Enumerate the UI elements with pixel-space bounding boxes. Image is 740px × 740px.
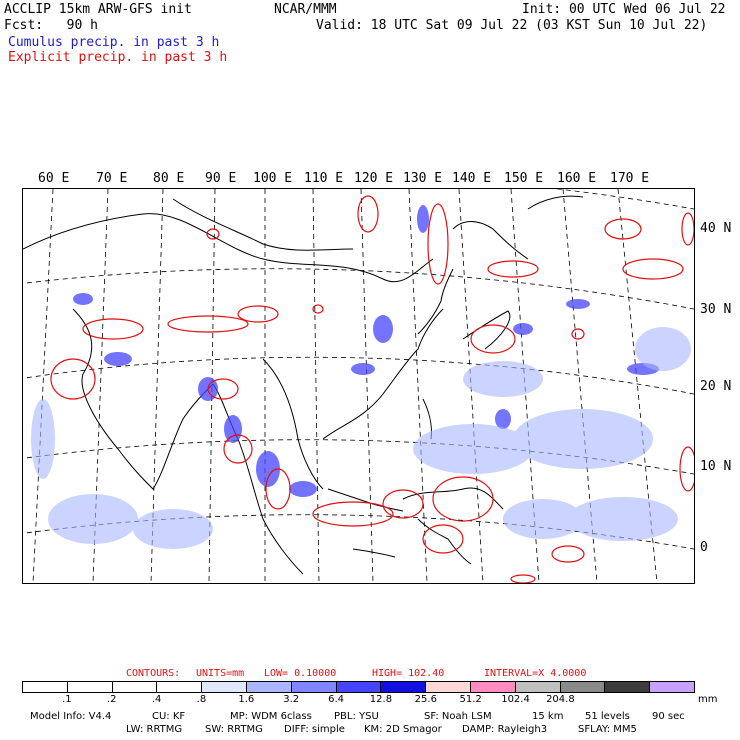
footer-levels: 51 levels [585, 711, 630, 722]
contours-units: UNITS=mm [196, 668, 245, 679]
map-canvas [23, 189, 694, 583]
lon-label: 160 E [557, 171, 597, 186]
init-time: Init: 00 UTC Wed 06 Jul 22 [522, 2, 726, 17]
footer-timestep: 90 sec [652, 711, 685, 722]
colorbar-tick-label: 12.8 [369, 694, 393, 705]
colorbar-tick-label: 25.6 [414, 694, 437, 705]
lat-label: 30 N [700, 302, 732, 317]
lon-label: 130 E [403, 171, 443, 186]
colorbar-cell [381, 682, 427, 692]
lon-label: 110 E [304, 171, 344, 186]
colorbar-cell [202, 682, 247, 692]
footer-sflay: SFLAY: MM5 [578, 724, 637, 735]
contours-low: LOW= 0.10000 [264, 668, 337, 679]
lon-label: 170 E [610, 171, 650, 186]
colorbar-cell [246, 682, 292, 692]
colorbar-cell [67, 682, 113, 692]
footer-damp: DAMP: Rayleigh3 [462, 724, 548, 735]
lon-label: 140 E [452, 171, 492, 186]
cumulus-precip [73, 205, 659, 497]
colorbar-cell [336, 682, 382, 692]
colorbar-tick-label: 6.4 [328, 694, 345, 705]
colorbar-tick-label: 51.2 [459, 694, 482, 705]
color-bar [22, 681, 695, 693]
lon-label: 120 E [354, 171, 394, 186]
colorbar-tick-label: .8 [196, 694, 207, 705]
contours-high: HIGH= 102.40 [372, 668, 445, 679]
valid-time: Valid: 18 UTC Sat 09 Jul 22 (03 KST Sun … [316, 18, 708, 33]
explicit-legend: Explicit precip. in past 3 h [8, 50, 228, 65]
colorbar-tick-label: 102.4 [501, 694, 530, 705]
explicit-precip [50, 195, 694, 583]
colorbar-tick-label: .4 [151, 694, 162, 705]
footer-mp: MP: WDM 6class [230, 711, 312, 722]
forecast-hour: Fcst: 90 h [4, 18, 98, 33]
colorbar-units: mm [698, 694, 718, 705]
cumulus-precip-light [31, 327, 691, 549]
lat-label: 10 N [700, 459, 732, 474]
footer-sw: SW: RRTMG [205, 724, 263, 735]
colorbar-cell [650, 682, 694, 692]
colorbar-cell [426, 682, 471, 692]
lon-label: 80 E [153, 171, 185, 186]
footer-sf: SF: Noah LSM [424, 711, 492, 722]
lat-label: 40 N [700, 221, 732, 236]
colorbar-cell [560, 682, 606, 692]
colorbar-tick-label: 3.2 [283, 694, 300, 705]
colorbar-cell [23, 682, 68, 692]
colorbar-cell [515, 682, 561, 692]
contours-interval: INTERVAL=X 4.0000 [484, 668, 587, 679]
precipitation-map [22, 188, 695, 584]
lon-label: 90 E [205, 171, 237, 186]
colorbar-tick-label: 1.6 [238, 694, 255, 705]
colorbar-tick-label: .2 [106, 694, 117, 705]
org-label: NCAR/MMM [274, 2, 337, 17]
footer-resolution: 15 km [532, 711, 564, 722]
footer-cu: CU: KF [152, 711, 186, 722]
colorbar-cell [157, 682, 203, 692]
footer-diff: DIFF: simple [284, 724, 345, 735]
lon-label: 70 E [96, 171, 128, 186]
colorbar-tick-label: 204.8 [546, 694, 575, 705]
footer-lw: LW: RRTMG [126, 724, 183, 735]
colorbar-cell [605, 682, 651, 692]
model-title: ACCLIP 15km ARW-GFS init [4, 2, 192, 17]
colorbar-cell [470, 682, 516, 692]
lon-label: 100 E [253, 171, 293, 186]
lon-label: 60 E [38, 171, 70, 186]
graticule [23, 189, 694, 583]
cumulus-legend: Cumulus precip. in past 3 h [8, 35, 220, 50]
colorbar-cell [291, 682, 337, 692]
footer-model-info: Model Info: V4.4 [30, 711, 112, 722]
colorbar-cell [112, 682, 158, 692]
contours-label: CONTOURS: [126, 668, 181, 679]
lat-label: 20 N [700, 379, 732, 394]
footer-pbl: PBL: YSU [334, 711, 379, 722]
lon-label: 150 E [504, 171, 544, 186]
colorbar-tick-label: .1 [62, 694, 72, 705]
footer-km: KM: 2D Smagor [364, 724, 442, 735]
lat-label: 0 [700, 540, 708, 555]
